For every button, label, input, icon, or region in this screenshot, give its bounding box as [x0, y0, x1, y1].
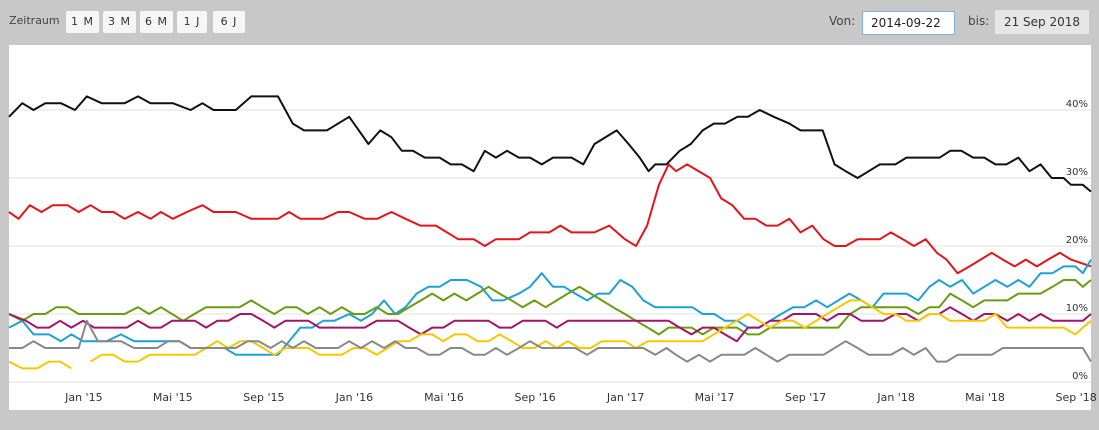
- x-tick-label: Sep '18: [1056, 391, 1097, 404]
- y-tick-label: 0%: [1072, 371, 1088, 382]
- y-tick-label: 30%: [1066, 167, 1088, 178]
- range-selector-toolbar: Zeitraum 1 M 3 M 6 M 1 J 6 J Von: bis: 2…: [0, 0, 1099, 44]
- x-tick-label: Jan '15: [64, 391, 102, 404]
- to-date-input[interactable]: 21 Sep 2018: [995, 10, 1089, 34]
- series-line-red[interactable]: [8, 163, 1092, 275]
- y-tick-label: 20%: [1066, 235, 1088, 246]
- series-line-gray[interactable]: [9, 319, 1092, 363]
- series-lines: [8, 95, 1092, 370]
- x-axis-labels: Jan '15 Mai '15 Sep '15 Jan '16 Mai '16 Sep '…: [64, 391, 1097, 404]
- zoom-1j-button[interactable]: 1 J: [177, 11, 207, 33]
- zoom-6j-button[interactable]: 6 J: [213, 11, 245, 33]
- x-tick-label: Jan '17: [606, 391, 644, 404]
- series-line-black[interactable]: [8, 95, 1092, 193]
- y-axis-labels: 0% 10% 20% 30% 40%: [1066, 99, 1088, 382]
- to-label: bis:: [968, 14, 990, 28]
- series-line-green[interactable]: [8, 279, 1092, 336]
- y-tick-label: 10%: [1066, 303, 1088, 314]
- plot-background: [9, 45, 1091, 410]
- y-tick-label: 40%: [1066, 99, 1088, 110]
- x-tick-label: Sep '16: [515, 391, 556, 404]
- x-tick-label: Mai '15: [153, 391, 193, 404]
- zoom-3m-button[interactable]: 3 M: [103, 11, 136, 33]
- zoom-6m-button[interactable]: 6 M: [140, 11, 173, 33]
- range-label: Zeitraum: [9, 14, 60, 27]
- x-tick-label: Jan '18: [876, 391, 914, 404]
- from-label: Von:: [829, 14, 856, 28]
- x-tick-label: Mai '17: [695, 391, 735, 404]
- from-date-input[interactable]: [862, 11, 955, 35]
- series-line-yellow[interactable]: [8, 299, 1092, 370]
- zoom-1m-button[interactable]: 1 M: [66, 11, 99, 33]
- x-tick-label: Sep '15: [243, 391, 284, 404]
- x-tick-label: Jan '16: [335, 391, 373, 404]
- x-tick-label: Sep '17: [785, 391, 826, 404]
- x-tick-label: Mai '18: [965, 391, 1005, 404]
- x-tick-label: Mai '16: [424, 391, 464, 404]
